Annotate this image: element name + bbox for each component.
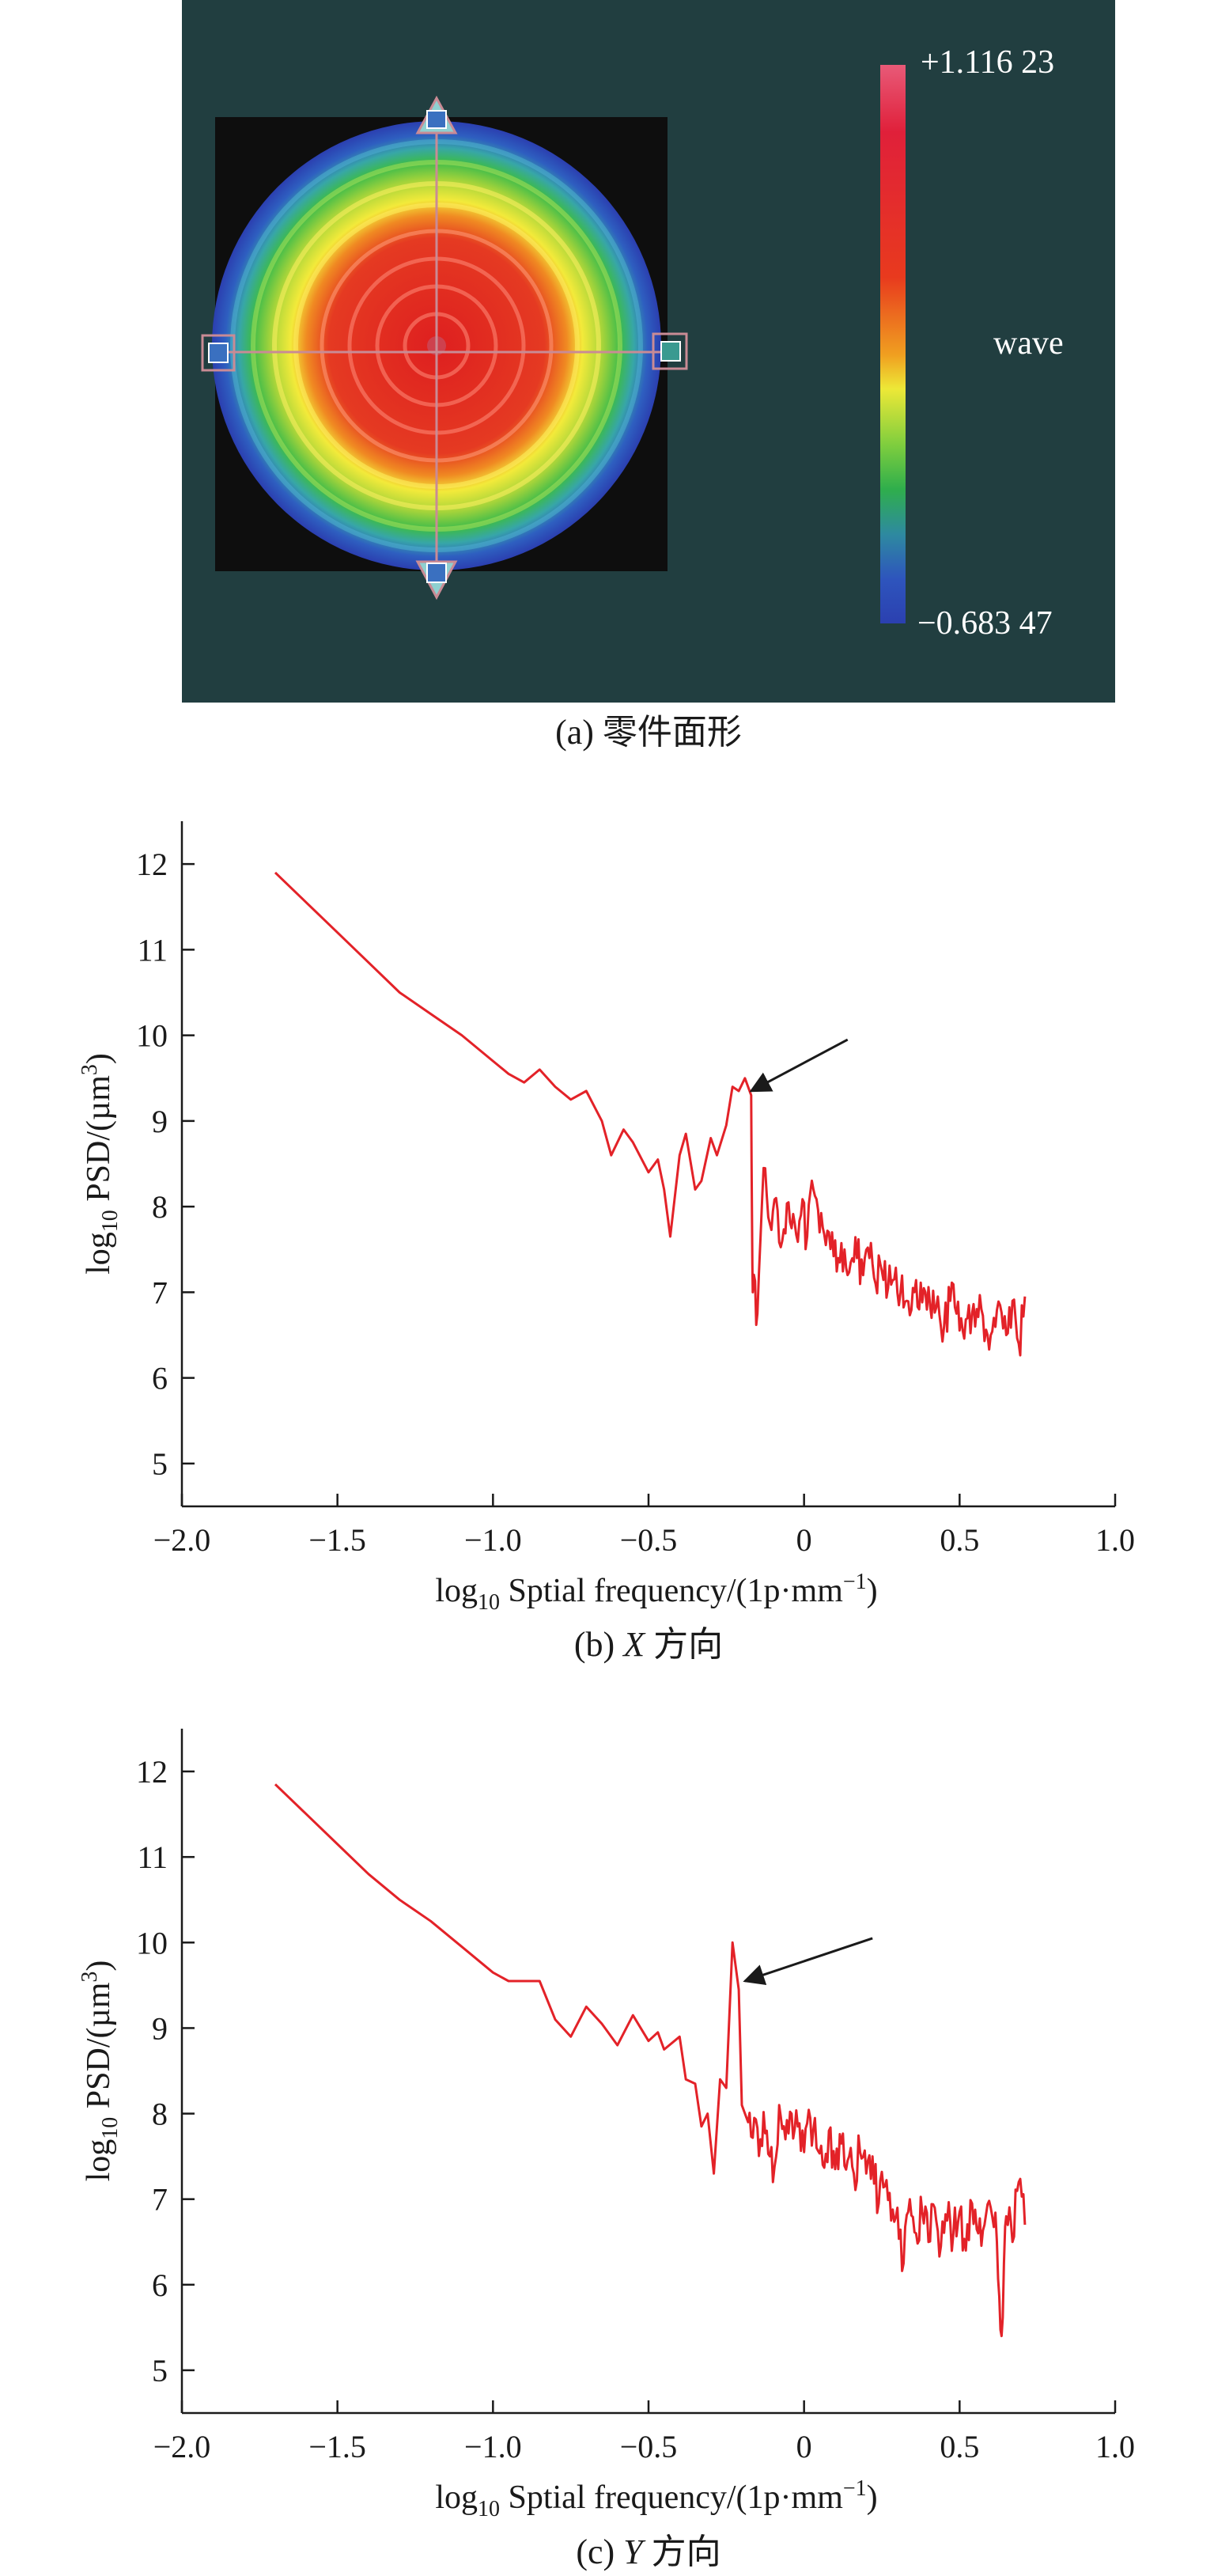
- x-tick-label: −0.5: [620, 2429, 678, 2464]
- y-axis-label: log10 PSD/(µm3): [78, 1053, 123, 1275]
- y-tick-label: 5: [152, 1446, 168, 1482]
- x-tick-label: 0: [796, 1522, 812, 1558]
- colorbar-min-label: −0.683 47: [917, 605, 1053, 642]
- x-tick-label: −2.0: [153, 1522, 211, 1558]
- y-tick-label: 12: [136, 1754, 168, 1790]
- y-tick-label: 7: [152, 1275, 168, 1310]
- top-handle-icon[interactable]: [415, 95, 458, 134]
- y-tick-label: 6: [152, 1361, 168, 1396]
- y-axis-label: log10 PSD/(µm3): [78, 1960, 123, 2182]
- psd-chart-y: 5 6 7 8 9 10 11 12 −2.0 −1.5 −1.0 −0.5 0 0.5 1.0 log10 …: [78, 1729, 1135, 2571]
- y-tick-label: 5: [152, 2353, 168, 2388]
- x-axis-label: log10 Sptial frequency/(1p·mm−1): [435, 1570, 877, 1615]
- y-tick-label: 6: [152, 2267, 168, 2303]
- x-tick-label: 1.0: [1095, 2429, 1135, 2464]
- psd-chart-x: 5 6 7 8 9 10 11 12 −2.0 −1.5 −1.0 −0.5 0 0.5 1.0 log10 …: [78, 821, 1135, 1664]
- x-tick-label: −1.0: [464, 2429, 522, 2464]
- psd-series-line: [274, 1783, 1027, 2338]
- annotation-arrow: [743, 1937, 873, 1986]
- x-tick-label: −1.0: [464, 1522, 522, 1558]
- y-tick-label: 7: [152, 2182, 168, 2218]
- x-tick-label: 0: [796, 2429, 812, 2464]
- x-axis-label: log10 Sptial frequency/(1p·mm−1): [435, 2476, 877, 2521]
- caption: (b) X 方向: [574, 1625, 723, 1664]
- colorbar: [880, 65, 906, 623]
- x-tick-label: −1.5: [308, 2429, 366, 2464]
- surface-panel: +1.116 23 wave −0.683 47: [182, 0, 1115, 703]
- bottom-handle-icon[interactable]: [415, 560, 458, 600]
- y-tick-label: 9: [152, 2010, 168, 2046]
- x-tick-label: 0.5: [940, 2429, 979, 2464]
- y-tick-label: 10: [136, 1925, 168, 1960]
- y-tick-label: 9: [152, 1104, 168, 1139]
- y-tick-label: 11: [137, 932, 168, 968]
- annotation-arrow: [749, 1038, 849, 1093]
- x-tick-label: 0.5: [940, 1522, 979, 1558]
- crosshair: [221, 127, 661, 566]
- y-tick-label: 10: [136, 1018, 168, 1054]
- x-tick-label: 1.0: [1095, 1522, 1135, 1558]
- x-tick-label: −2.0: [153, 2429, 211, 2464]
- right-handle-icon[interactable]: [652, 332, 688, 370]
- y-tick-label: 8: [152, 2097, 168, 2132]
- caption-a: (a) 零件面形: [555, 713, 742, 752]
- caption: (c) Y 方向: [576, 2532, 720, 2571]
- colorbar-max-label: +1.116 23: [921, 44, 1054, 81]
- y-tick-label: 12: [136, 847, 168, 882]
- y-tick-label: 11: [137, 1839, 168, 1875]
- psd-series-line: [274, 871, 1027, 1357]
- x-tick-label: −0.5: [620, 1522, 678, 1558]
- y-tick-label: 8: [152, 1189, 168, 1225]
- x-tick-label: −1.5: [308, 1522, 366, 1558]
- colorbar-unit-label: wave: [993, 325, 1064, 362]
- left-handle-icon[interactable]: [201, 334, 236, 372]
